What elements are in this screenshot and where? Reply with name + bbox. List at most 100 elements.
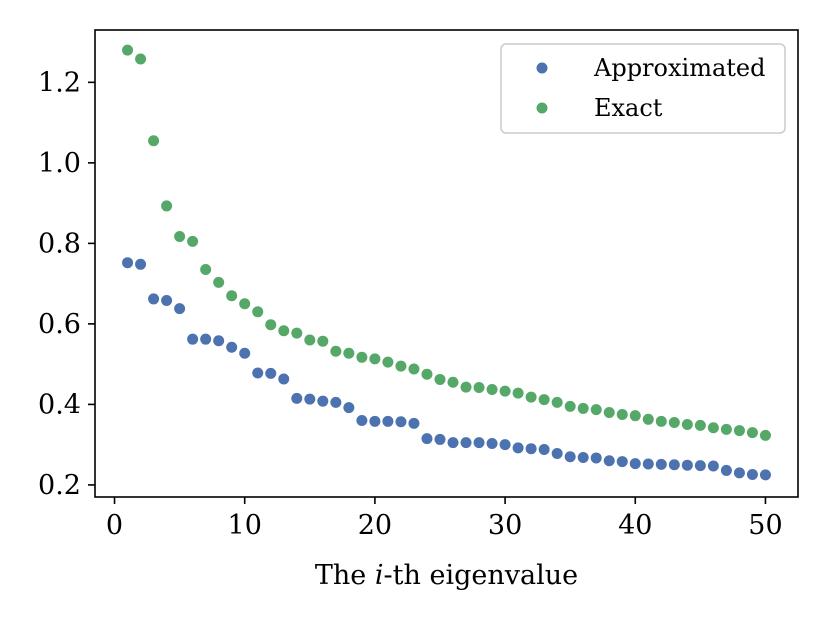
point-approximated-5	[174, 303, 186, 315]
point-approximated-19	[356, 415, 368, 427]
point-approximated-42	[655, 458, 667, 470]
point-approximated-49	[746, 468, 758, 480]
point-approximated-45	[694, 460, 706, 472]
point-approximated-40	[629, 458, 641, 470]
point-exact-26	[447, 376, 459, 388]
y-tick-label: 0.8	[38, 228, 81, 259]
point-exact-33	[538, 394, 550, 406]
y-tick-label: 0.2	[38, 470, 81, 501]
x-tick-label: 40	[618, 510, 652, 541]
point-approximated-21	[382, 415, 394, 427]
point-exact-4	[161, 200, 173, 212]
point-exact-43	[668, 417, 680, 429]
point-exact-6	[187, 235, 199, 247]
point-approximated-6	[187, 333, 199, 345]
point-exact-38	[603, 406, 615, 418]
point-approximated-20	[369, 415, 381, 427]
point-exact-15	[304, 334, 316, 346]
y-tick-label: 0.6	[38, 309, 81, 340]
point-exact-49	[746, 427, 758, 439]
point-exact-22	[395, 360, 407, 372]
point-approximated-1	[122, 257, 134, 269]
x-tick-label: 50	[748, 510, 782, 541]
point-approximated-7	[200, 333, 212, 345]
axes-layer	[94, 29, 799, 498]
point-exact-14	[291, 327, 303, 339]
point-exact-20	[369, 353, 381, 365]
point-approximated-24	[421, 433, 433, 445]
x-axis-label-italic: i	[375, 560, 384, 591]
ticks-layer: 0 10 20 30 40 50 0.2 0.4 0.6 0.8 1.0 1.2	[38, 67, 783, 541]
legend-label-approximated: Approximated	[593, 54, 765, 82]
point-exact-35	[564, 400, 576, 412]
point-exact-11	[252, 306, 264, 318]
x-tick-label: 30	[488, 510, 522, 541]
point-exact-21	[382, 356, 394, 368]
point-approximated-37	[590, 452, 602, 464]
point-approximated-50	[759, 469, 771, 481]
point-approximated-47	[720, 464, 732, 476]
x-axis-label-suffix: -th eigenvalue	[384, 560, 579, 591]
x-tick-label: 10	[228, 510, 262, 541]
point-approximated-15	[304, 393, 316, 405]
point-exact-28	[473, 381, 485, 393]
point-exact-37	[590, 404, 602, 416]
points-layer	[122, 44, 771, 481]
point-exact-23	[408, 363, 420, 375]
point-approximated-14	[291, 392, 303, 404]
point-exact-45	[694, 419, 706, 431]
point-approximated-43	[668, 459, 680, 471]
point-exact-16	[317, 335, 329, 347]
point-approximated-4	[161, 295, 173, 307]
point-approximated-8	[213, 335, 225, 347]
point-exact-46	[707, 422, 719, 434]
point-exact-48	[733, 425, 745, 437]
legend-marker-exact	[536, 102, 548, 114]
point-exact-40	[629, 410, 641, 422]
legend-marker-approximated	[536, 62, 548, 74]
point-approximated-18	[343, 402, 355, 414]
point-exact-30	[499, 385, 511, 397]
point-approximated-39	[616, 456, 628, 468]
point-exact-32	[525, 391, 537, 403]
point-exact-39	[616, 408, 628, 420]
point-exact-7	[200, 264, 212, 276]
point-exact-41	[642, 413, 654, 425]
legend: Approximated Exact	[500, 43, 786, 134]
point-exact-1	[122, 44, 134, 56]
x-axis-label-prefix: The	[315, 560, 375, 591]
point-exact-34	[551, 396, 563, 408]
point-exact-27	[460, 381, 472, 393]
x-axis-label: The i-th eigenvalue	[315, 560, 578, 591]
point-exact-36	[577, 402, 589, 414]
legend-label-exact: Exact	[594, 94, 663, 122]
point-exact-12	[265, 319, 277, 331]
point-exact-10	[239, 298, 251, 310]
point-approximated-36	[577, 452, 589, 464]
point-approximated-9	[226, 341, 238, 353]
plot-frame	[94, 29, 799, 498]
point-approximated-41	[642, 458, 654, 470]
point-approximated-35	[564, 451, 576, 463]
point-approximated-32	[525, 443, 537, 455]
point-approximated-16	[317, 395, 329, 407]
point-approximated-34	[551, 448, 563, 460]
point-exact-19	[356, 351, 368, 363]
point-approximated-27	[460, 437, 472, 449]
point-approximated-23	[408, 417, 420, 429]
point-approximated-26	[447, 437, 459, 449]
point-exact-13	[278, 325, 290, 337]
point-approximated-13	[278, 373, 290, 385]
x-tick-label: 0	[106, 510, 123, 541]
point-exact-17	[330, 345, 342, 357]
y-tick-label: 1.2	[38, 67, 81, 98]
point-exact-3	[148, 135, 160, 147]
point-approximated-48	[733, 467, 745, 479]
point-exact-29	[486, 384, 498, 396]
point-approximated-11	[252, 367, 264, 379]
point-exact-42	[655, 415, 667, 427]
point-approximated-29	[486, 437, 498, 449]
x-tick-label: 20	[358, 510, 392, 541]
